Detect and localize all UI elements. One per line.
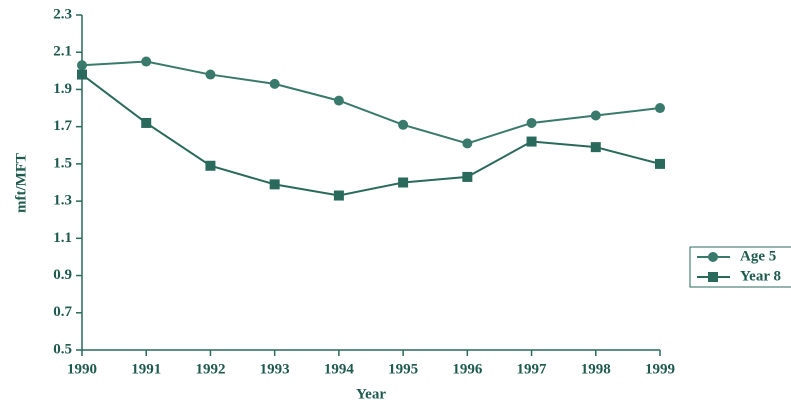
point: [77, 60, 87, 71]
point: [205, 160, 216, 171]
series-line: [81, 60, 661, 145]
y-tick-label: 1.3: [53, 193, 72, 209]
x-tick-label: 1997: [517, 361, 548, 377]
point: [526, 117, 537, 128]
series-line: [81, 73, 661, 197]
x-tick-label: 1992: [195, 361, 225, 377]
y-tick-label: 2.1: [53, 44, 72, 60]
point: [655, 103, 665, 114]
point: [269, 179, 280, 190]
x-tick-label: 1996: [452, 361, 483, 377]
point: [655, 158, 665, 169]
y-tick-label: 2.3: [53, 6, 72, 22]
point: [141, 56, 152, 67]
legend-marker: [708, 252, 718, 262]
point: [462, 138, 473, 149]
point: [141, 117, 152, 128]
x-tick-label: 1993: [260, 361, 290, 377]
y-tick-label: 0.7: [53, 304, 72, 320]
legend-marker: [708, 272, 718, 282]
point: [590, 142, 601, 153]
x-tick-label: 1990: [67, 361, 97, 377]
x-tick-label: 1999: [645, 361, 675, 377]
point: [333, 190, 344, 201]
legend-label: Age 5: [740, 248, 776, 264]
y-tick-label: 1.9: [53, 81, 72, 97]
y-tick-label: 1.7: [53, 118, 72, 134]
x-tick-label: 1991: [131, 361, 161, 377]
y-tick-label: 0.5: [53, 341, 72, 357]
legend-box: [689, 246, 791, 288]
point: [590, 110, 601, 121]
x-tick-label: 1995: [388, 361, 418, 377]
point: [333, 95, 344, 106]
point: [77, 69, 87, 80]
point: [205, 69, 216, 80]
point: [462, 171, 473, 182]
legend-label: Year 8: [740, 268, 781, 284]
point: [398, 177, 409, 188]
point: [269, 78, 280, 89]
y-tick-label: 0.9: [53, 267, 72, 283]
x-tick-label: 1998: [581, 361, 611, 377]
point: [398, 119, 409, 130]
y-tick-label: 1.5: [53, 155, 72, 171]
x-axis-label: Year: [356, 386, 386, 402]
point: [526, 136, 537, 147]
x-tick-label: 1994: [324, 361, 355, 377]
y-axis-label: mft/MFT: [13, 153, 29, 213]
y-tick-label: 1.1: [53, 230, 72, 246]
